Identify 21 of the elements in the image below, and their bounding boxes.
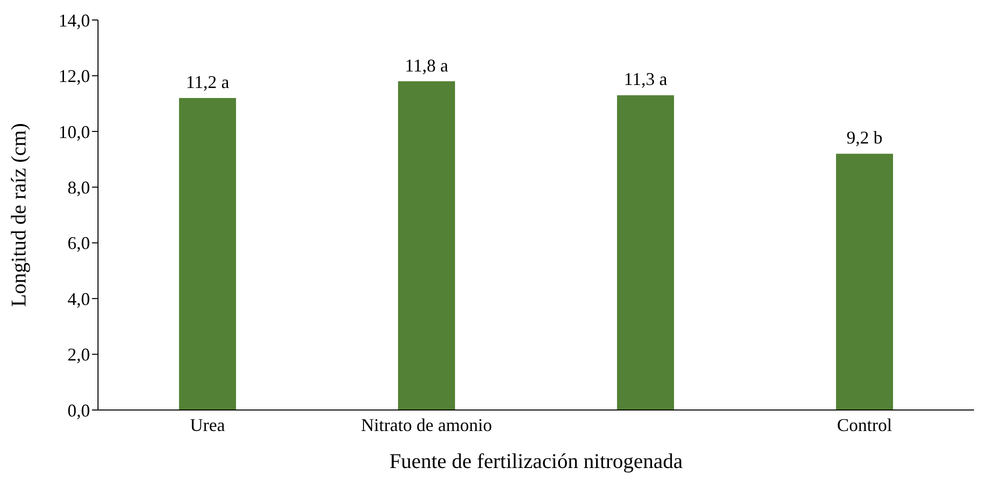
bar: [836, 154, 894, 410]
y-axis-title: Longitud de raíz (cm): [6, 123, 30, 307]
y-tick-label: 14,0: [58, 10, 90, 30]
y-tick-label: 4,0: [68, 288, 90, 309]
y-tick-label: 0,0: [68, 400, 90, 420]
data-label: 11,8 a: [404, 55, 448, 76]
data-label: 11,2 a: [186, 72, 230, 92]
y-tick-label: 8,0: [68, 178, 90, 198]
data-label: 11,3 a: [624, 69, 668, 90]
data-label: 9,2 b: [846, 128, 883, 148]
y-tick-label: 2,0: [68, 344, 90, 365]
x-tick-label: Control: [836, 414, 892, 435]
y-tick-label: 10,0: [58, 122, 90, 142]
bar: [398, 81, 456, 410]
bar: [179, 98, 236, 410]
bar: [617, 95, 674, 410]
x-tick-label: Urea: [190, 414, 225, 435]
y-tick-label: 6,0: [68, 233, 90, 254]
x-axis-title: Fuente de fertilización nitrogenada: [389, 449, 684, 473]
x-tick-label: Nitrato de amonio: [361, 414, 492, 435]
y-tick-label: 12,0: [58, 66, 90, 86]
